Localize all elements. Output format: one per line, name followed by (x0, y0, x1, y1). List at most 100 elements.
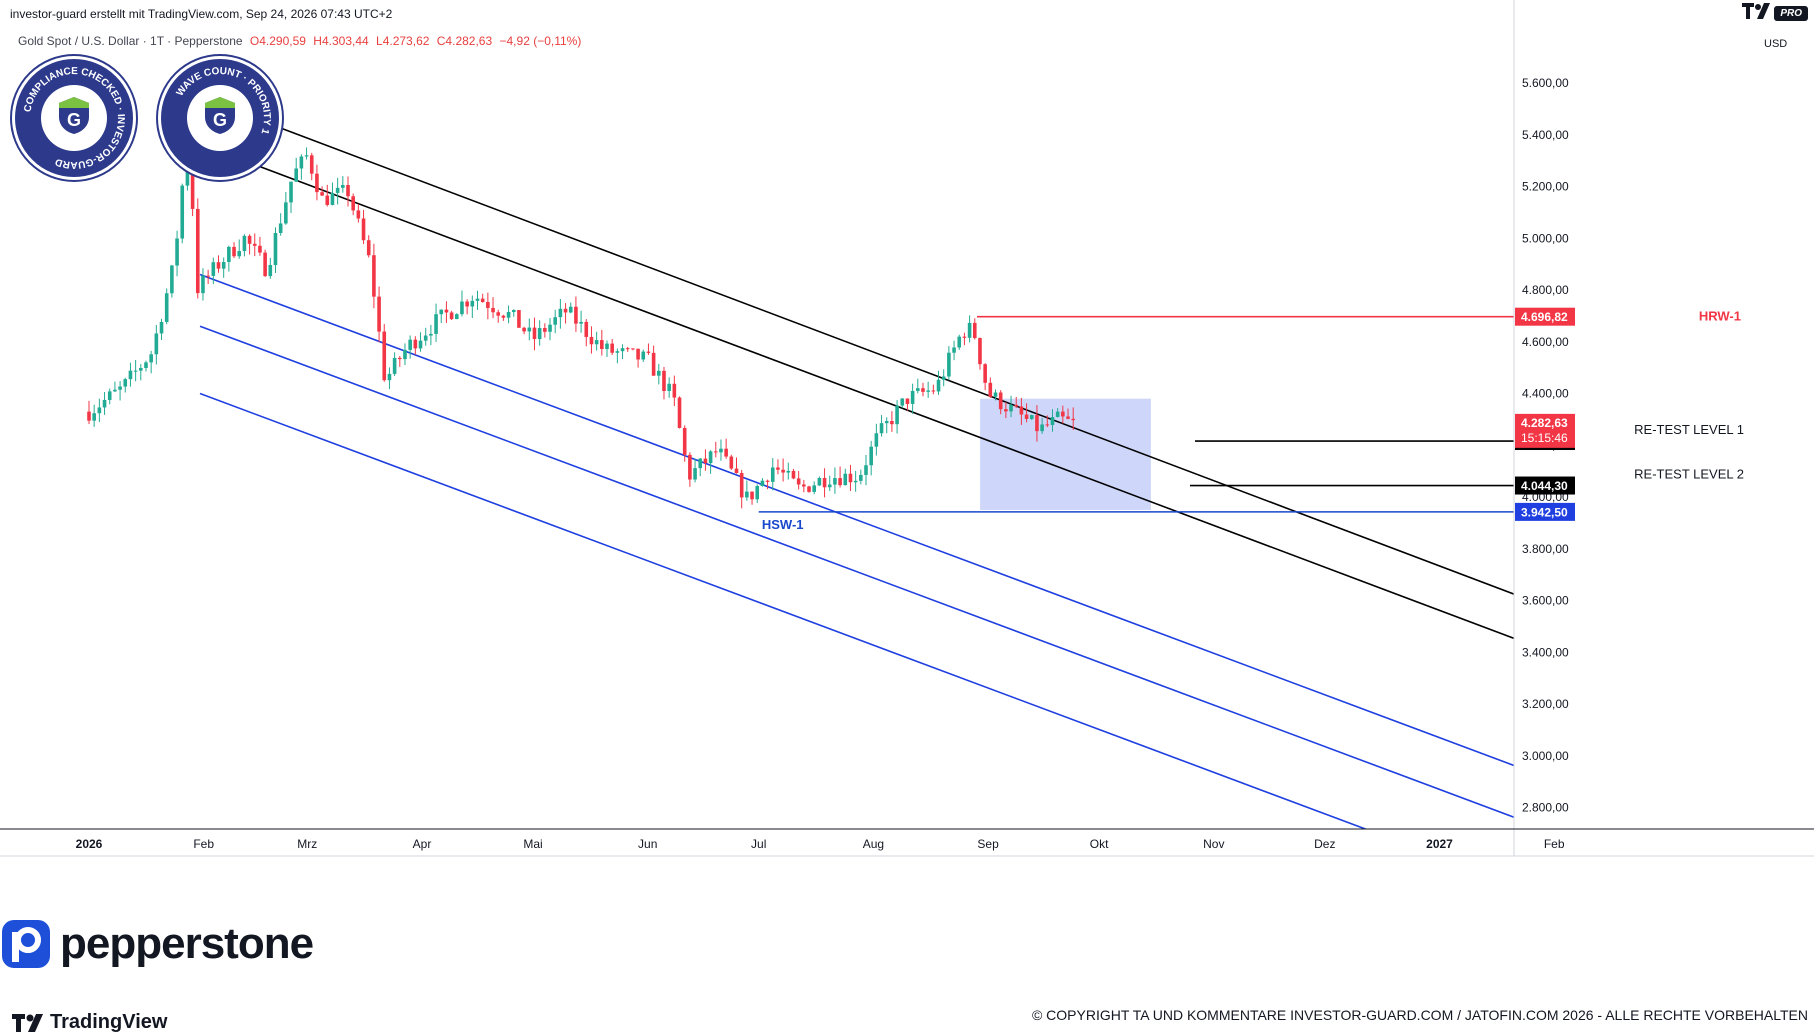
candle-body (879, 423, 884, 434)
copyright-notice: © COPYRIGHT TA UND KOMMENTARE INVESTOR-G… (1031, 1007, 1808, 1023)
candle-body (123, 379, 128, 387)
level-label: HRW-1 (1699, 309, 1741, 324)
candle-body (320, 192, 324, 196)
candle-body (1009, 404, 1013, 412)
candle-body (460, 301, 464, 315)
candle-body (926, 390, 930, 392)
candle-body (729, 456, 734, 469)
candle-body (263, 252, 267, 277)
time-axis[interactable]: 2026 Feb Mrz Apr Mai Jun Jul Aug Sep Okt Nov Dez 202… (0, 828, 1814, 857)
pepperstone-wordmark: pepperstone (60, 919, 314, 968)
candle-body (972, 322, 977, 339)
candle-body (553, 317, 557, 325)
candle-body (631, 348, 635, 350)
candle-body (620, 348, 625, 352)
candle-body (760, 480, 765, 487)
candle-body (812, 485, 816, 492)
tradingview-logo[interactable]: TradingView (12, 1011, 167, 1034)
pro-badge: PRO (1774, 5, 1808, 21)
candle-body (537, 328, 542, 340)
candle-body (496, 312, 501, 316)
candle-body (454, 314, 459, 320)
x-tick-label: Dez (1314, 837, 1335, 851)
candle-body (657, 370, 661, 376)
candle-body (180, 185, 185, 239)
tradingview-wordmark: TradingView (50, 1011, 168, 1033)
candle-body (1019, 406, 1024, 415)
candle-body (247, 235, 252, 244)
candle-body (993, 392, 998, 397)
candle-body (594, 340, 599, 345)
x-tick-label: Sep (977, 837, 999, 851)
plot-area[interactable] (87, 92, 1654, 937)
candle-body (900, 398, 905, 406)
pepperstone-logo-icon (2, 920, 50, 968)
candle-body (698, 458, 703, 469)
candle-body (651, 352, 656, 376)
candle-body (278, 223, 283, 233)
tradingview-logo-icon (1742, 2, 1772, 24)
candle-body (377, 296, 381, 332)
candle-body (175, 238, 179, 266)
candle-body (838, 478, 842, 486)
candle-body (734, 468, 739, 474)
x-tick-label: Aug (863, 837, 884, 851)
candle-body (201, 275, 205, 294)
candle-body (677, 397, 682, 428)
price-axis[interactable]: 5.600,00 5.400,00 5.200,00 5.000,00 4.800,00… (1513, 0, 1575, 856)
ohlc-change: −4,92 (−0,11%) (499, 34, 582, 48)
candle-body (128, 370, 133, 380)
candle-body (87, 411, 91, 421)
x-tick-label: Mrz (297, 837, 317, 851)
candle-body (636, 348, 640, 360)
candle-body (232, 246, 236, 257)
candle-body (765, 480, 770, 482)
candle-body (827, 484, 832, 488)
candle-body (429, 333, 433, 336)
candle-body (1014, 404, 1019, 407)
candle-body (418, 340, 423, 349)
candle-body (449, 312, 454, 320)
candle-body (273, 232, 278, 266)
candle-body (195, 208, 200, 294)
candle-body (211, 262, 216, 276)
candle-body (1061, 411, 1065, 417)
candle-body (600, 340, 604, 349)
y-tick-label: 5.400,00 (1522, 128, 1569, 142)
candle-body (745, 491, 749, 498)
level-price-label: 4.696,82 (1521, 310, 1568, 324)
candle-body (884, 421, 889, 424)
symbol-name[interactable]: Gold Spot / U.S. Dollar · 1T · Peppersto… (18, 34, 243, 48)
candle-body (522, 327, 526, 332)
candle-body (107, 391, 112, 400)
candle-body (605, 343, 609, 349)
level-label: RE-TEST LEVEL 2 (1634, 467, 1744, 482)
currency-label[interactable]: USD (1764, 38, 1788, 50)
candle-body (910, 390, 915, 404)
candle-body (439, 309, 444, 315)
tradingview-pro-logo[interactable]: PRO (1742, 2, 1808, 24)
channel-line-black-upper (188, 92, 1514, 595)
candle-body (159, 321, 164, 334)
candle-body (1035, 415, 1039, 432)
candle-body (304, 155, 309, 157)
candle-body (315, 173, 319, 193)
current-price-label: 4.282,63 (1521, 416, 1568, 430)
candle-body (170, 265, 174, 294)
candle-body (688, 454, 692, 480)
x-tick-label: Nov (1203, 837, 1224, 851)
level-label: RE-TEST LEVEL 1 (1634, 422, 1744, 437)
candle-body (983, 364, 987, 383)
svg-text:G: G (213, 110, 227, 130)
shield-g-icon: G (59, 97, 89, 134)
candle-body (848, 473, 853, 483)
pepperstone-logo: pepperstone (0, 918, 314, 970)
candle-body (1071, 418, 1075, 421)
candle-body (641, 351, 646, 360)
candle-body (843, 473, 848, 486)
y-tick-label: 2.800,00 (1522, 801, 1569, 815)
candle-body (1004, 409, 1008, 412)
candle-body (931, 390, 936, 392)
candle-body (1050, 417, 1055, 425)
